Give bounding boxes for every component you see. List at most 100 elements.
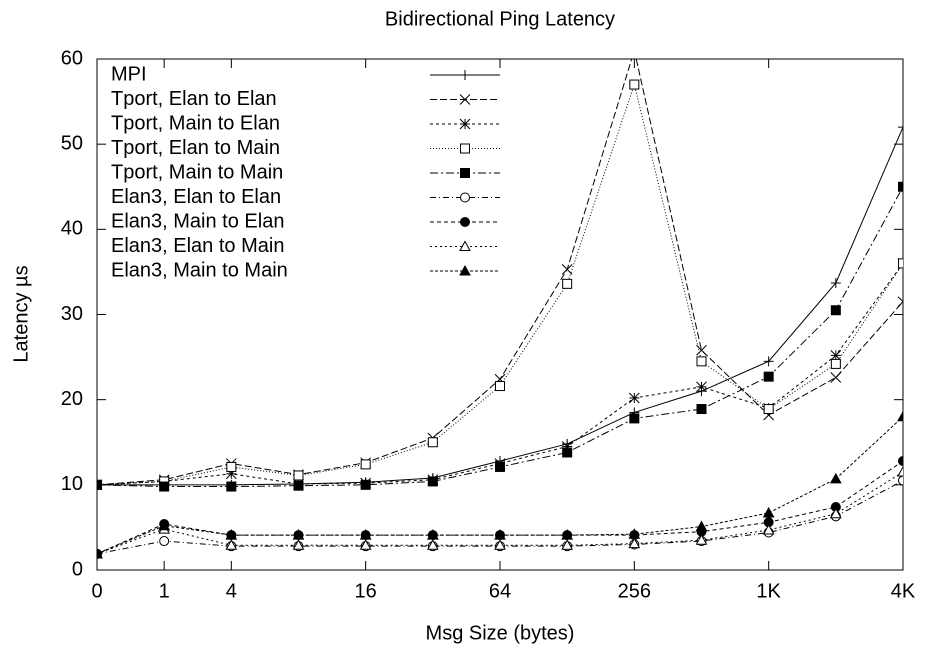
marker-shape <box>763 371 774 382</box>
x-tick-label: 4K <box>891 580 916 602</box>
marker-shape <box>225 539 238 550</box>
data-point <box>494 539 506 550</box>
y-tick-label: 60 <box>61 47 83 69</box>
marker-stroke <box>830 350 842 361</box>
marker-shape <box>226 461 237 472</box>
data-point <box>561 529 574 540</box>
marker-shape <box>762 523 775 535</box>
marker-shape <box>293 470 304 481</box>
data-point <box>898 455 903 466</box>
x-tick-label: 256 <box>618 580 651 602</box>
marker-shape <box>226 481 237 492</box>
data-point <box>226 481 237 492</box>
data-point <box>225 529 238 540</box>
marker-shape <box>460 143 470 154</box>
y-tick-label: 10 <box>61 473 83 495</box>
marker-shape <box>360 479 371 490</box>
x-axis-label: Msg Size (bytes) <box>426 622 575 644</box>
data-point <box>763 371 774 382</box>
data-point <box>629 79 640 90</box>
marker-shape <box>292 539 305 550</box>
marker-shape <box>898 455 903 466</box>
marker-shape <box>97 547 103 559</box>
marker-shape <box>158 519 171 531</box>
marker-shape <box>696 404 707 415</box>
data-point <box>459 264 471 276</box>
marker-shape <box>629 413 640 424</box>
data-point <box>897 466 903 477</box>
marker-shape <box>159 536 170 547</box>
marker-shape <box>426 529 439 540</box>
marker-shape <box>763 404 774 415</box>
data-point <box>898 258 903 269</box>
data-point <box>829 507 842 519</box>
marker-shape <box>562 447 573 458</box>
marker-shape <box>426 539 439 550</box>
data-point <box>225 539 238 550</box>
marker-shape <box>459 240 471 251</box>
x-tick-label: 1 <box>159 580 170 602</box>
marker-shape <box>898 181 903 192</box>
data-point <box>897 296 903 308</box>
data-point <box>426 539 439 550</box>
data-point <box>628 528 641 539</box>
data-point <box>427 476 438 487</box>
marker-shape <box>696 356 707 367</box>
marker-shape <box>695 534 708 545</box>
chart-title: Bidirectional Ping Latency <box>385 8 615 30</box>
data-point <box>426 529 439 540</box>
data-point <box>159 536 170 547</box>
marker-shape <box>695 520 708 532</box>
data-point <box>226 461 237 472</box>
legend-label: Elan3, Main to Main <box>111 259 288 281</box>
marker-shape <box>561 539 574 550</box>
marker-stroke <box>897 296 903 303</box>
data-point <box>695 520 708 532</box>
marker-shape <box>427 437 438 448</box>
legend-label: MPI <box>111 63 147 85</box>
y-tick-label: 20 <box>61 388 83 410</box>
marker-shape <box>359 529 372 540</box>
marker-shape <box>494 539 506 550</box>
x-tick-label: 0 <box>91 580 102 602</box>
plot-area <box>97 45 903 559</box>
marker-shape <box>830 358 841 369</box>
marker-shape <box>628 537 641 549</box>
marker-stroke <box>830 372 842 383</box>
data-point <box>829 472 842 484</box>
data-point <box>459 118 471 130</box>
data-point <box>696 381 707 393</box>
marker-shape <box>495 461 505 472</box>
marker-stroke <box>897 301 903 308</box>
x-tick-label: 16 <box>355 580 377 602</box>
y-tick-label: 40 <box>61 218 83 240</box>
data-point <box>292 539 305 550</box>
marker-shape <box>495 381 505 392</box>
data-point <box>360 459 371 470</box>
marker-stroke <box>459 94 471 105</box>
data-point <box>97 547 103 559</box>
data-point <box>460 168 470 178</box>
data-point <box>763 356 774 367</box>
plot-frame <box>96 58 904 571</box>
data-point <box>561 264 573 275</box>
data-point <box>695 534 708 545</box>
marker-stroke <box>629 45 639 55</box>
data-point <box>830 372 842 383</box>
marker-shape <box>561 529 574 540</box>
data-point <box>830 358 841 369</box>
data-point <box>696 404 707 415</box>
marker-shape <box>829 472 842 484</box>
data-point <box>763 404 774 415</box>
marker-shape <box>829 507 842 519</box>
marker-shape <box>159 481 170 492</box>
marker-shape <box>628 528 641 539</box>
marker-shape <box>293 480 304 491</box>
data-point <box>360 479 371 490</box>
x-tick-label: 1K <box>756 580 781 602</box>
marker-shape <box>225 529 238 540</box>
data-point <box>830 305 841 316</box>
x-tick-label: 64 <box>489 580 511 602</box>
data-point <box>897 410 903 422</box>
